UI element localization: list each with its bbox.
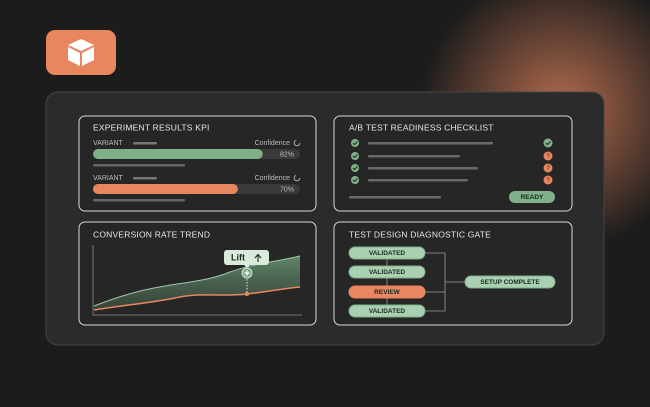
- gate-steps: VALIDATED VALIDATED REVIEW VALIDATED: [348, 246, 426, 318]
- lift-tooltip: Lift: [224, 250, 269, 268]
- gate-step: [348, 304, 426, 318]
- gate-step: [348, 246, 426, 260]
- pending-icon: ?: [546, 166, 550, 172]
- ring-icon: [293, 139, 301, 147]
- row-label: VARIANT: [93, 175, 124, 182]
- pending-icon: ?: [546, 154, 550, 160]
- gate-step-label: VALIDATED: [369, 250, 406, 257]
- placeholder: [93, 164, 185, 167]
- gate-step-label: VALIDATED: [369, 308, 406, 315]
- metric-label: Confidence: [255, 175, 291, 182]
- placeholder: [133, 142, 157, 145]
- gate-connectors: [386, 252, 465, 312]
- checklist-rows: ? ? ?: [351, 138, 553, 185]
- panel-title: CONVERSION RATE TREND: [93, 229, 210, 239]
- checklist-row: ?: [351, 163, 553, 173]
- divider: [349, 196, 441, 199]
- setup-complete: SETUP COMPLETE: [464, 275, 556, 289]
- checklist-row: ?: [351, 175, 553, 185]
- bar: [93, 184, 238, 194]
- button-label[interactable]: READY: [521, 194, 544, 201]
- gate-step-label: REVIEW: [374, 289, 401, 296]
- value-label: 70%: [280, 186, 294, 193]
- checklist-panel: [333, 115, 573, 212]
- panel-title: EXPERIMENT RESULTS KPI: [93, 122, 210, 132]
- bar: [93, 149, 263, 159]
- pending-icon: ?: [546, 178, 550, 184]
- row-label: VARIANT: [93, 140, 124, 147]
- checklist-row: [351, 138, 553, 148]
- gate-step: [348, 285, 426, 299]
- value-label: 82%: [280, 151, 294, 158]
- ring-icon: [293, 174, 301, 182]
- ready-button[interactable]: READY: [509, 191, 555, 203]
- gate-step: [348, 265, 426, 279]
- metric-label: Confidence: [255, 140, 291, 147]
- kpi-rows: VARIANT Confidence 82% VARIANT Confidence 70%: [93, 139, 301, 202]
- checklist-row: ?: [351, 151, 553, 161]
- placeholder: [133, 177, 157, 180]
- gate-step-label: VALIDATED: [369, 269, 406, 276]
- app-icon: [46, 30, 116, 75]
- placeholder: [93, 199, 185, 202]
- panel-title: TEST DESIGN DIAGNOSTIC GATE: [349, 229, 491, 239]
- tooltip-label: Lift: [231, 252, 245, 262]
- panel-title: A/B TEST READINESS CHECKLIST: [349, 122, 494, 132]
- gate-result: SETUP COMPLETE: [480, 279, 540, 286]
